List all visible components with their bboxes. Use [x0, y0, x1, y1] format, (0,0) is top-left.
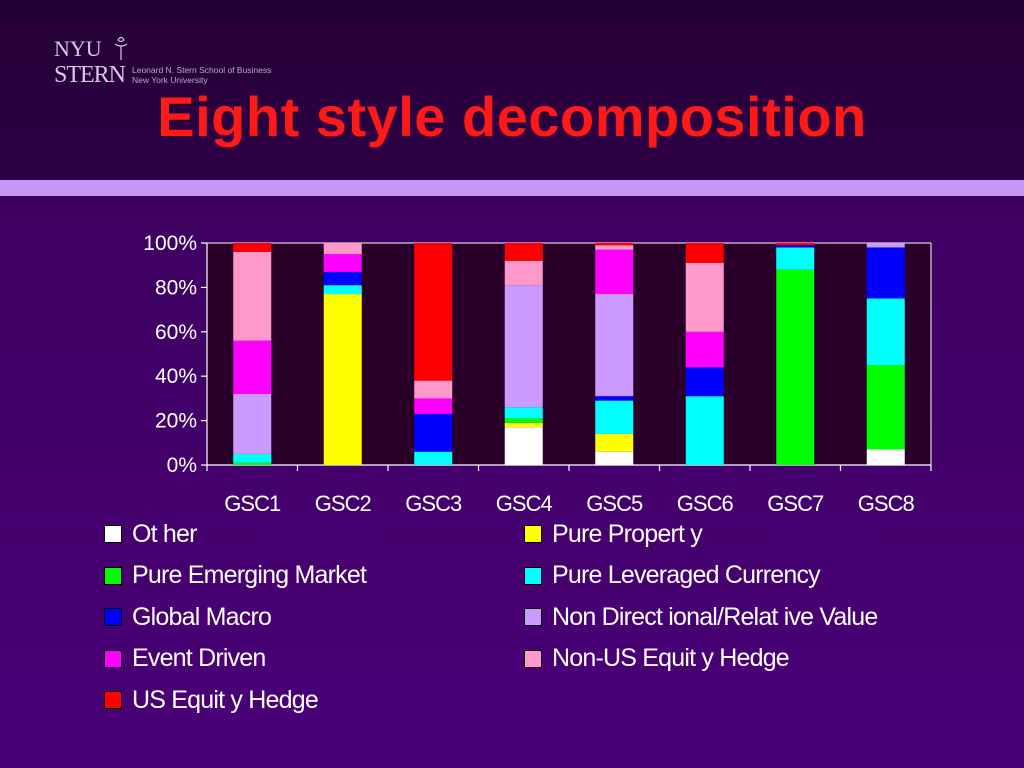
bar-segment	[233, 453, 272, 463]
bar-segment	[323, 254, 362, 272]
bar-segment	[504, 418, 543, 423]
y-tick-label: 20%	[155, 410, 197, 433]
bar-segment	[233, 393, 272, 454]
legend-swatch	[104, 691, 122, 709]
nyu-stern-logo: NYU STERN Leonard N. Stern School of Bus…	[54, 36, 271, 88]
bar-segment	[595, 243, 634, 246]
bar-segment	[866, 449, 905, 465]
legend-item: Non Direct ional/Relat ive Value	[524, 599, 878, 635]
bar-segment	[776, 243, 815, 246]
legend-label: Non Direct ional/Relat ive Value	[552, 602, 878, 631]
bar-segment	[595, 433, 634, 452]
bar-segment	[866, 243, 905, 248]
legend-item: Ot her	[104, 516, 197, 552]
legend-item: Pure Leveraged Currency	[524, 558, 821, 594]
logo-name-line1: NYU	[54, 36, 102, 61]
bar-segment	[685, 243, 724, 263]
legend-label: Pure Leveraged Currency	[552, 561, 821, 589]
bar-segment	[776, 269, 815, 465]
bar-segment	[866, 298, 905, 366]
bar-segment	[504, 260, 543, 286]
x-category-label: GSC7	[767, 491, 824, 516]
legend-swatch	[104, 608, 122, 626]
x-category-label: GSC1	[224, 491, 281, 516]
bar-segment	[685, 367, 724, 397]
bar-segment	[595, 294, 634, 397]
bar-segment	[595, 400, 634, 434]
y-tick-label: 60%	[155, 321, 197, 344]
logo-name-line2: STERN	[54, 62, 126, 88]
legend-item: US Equit y Hedge	[104, 682, 319, 718]
y-tick-label: 40%	[155, 365, 197, 388]
legend-swatch	[524, 608, 542, 626]
legend-item: Non-US Equit y Hedge	[524, 641, 790, 677]
x-category-label: GSC5	[586, 491, 643, 516]
bar-segment	[866, 365, 905, 450]
logo-subtitle-line2: New York University	[132, 75, 208, 85]
bar-segment	[233, 251, 272, 341]
bar-segment	[414, 413, 453, 452]
legend-item: Pure Emerging Market	[104, 558, 367, 594]
bar-segment	[323, 271, 362, 286]
bar-segment	[504, 427, 543, 465]
legend-swatch	[104, 649, 122, 668]
slide-title: Eight style decomposition	[157, 85, 867, 148]
bar-segment	[595, 245, 634, 250]
bar-segment	[595, 451, 634, 465]
legend-item: Global Macro	[104, 599, 272, 635]
bar-segment	[323, 243, 362, 255]
legend-swatch	[104, 525, 122, 543]
legend-label: Pure Emerging Market	[132, 561, 367, 589]
bar-segment	[323, 294, 362, 465]
bar-segment	[414, 451, 453, 465]
x-category-label: GSC2	[315, 491, 372, 516]
bar-segment	[595, 249, 634, 295]
bar-segment	[233, 462, 272, 465]
legend-label: Event Driven	[132, 644, 266, 672]
bar-segment	[414, 243, 453, 381]
bar-segment	[685, 396, 724, 465]
bar-segment	[233, 243, 272, 252]
legend-swatch	[524, 566, 542, 585]
logo-subtitle-line1: Leonard N. Stern School of Business	[132, 65, 271, 75]
legend-swatch	[524, 649, 542, 668]
legend-label: Non-US Equit y Hedge	[552, 644, 790, 672]
y-tick-label: 100%	[143, 232, 197, 255]
bar-segment	[233, 340, 272, 394]
bar-segment	[685, 262, 724, 332]
legend-swatch	[104, 566, 122, 585]
bar-segment	[776, 247, 815, 270]
y-tick-label: 0%	[167, 454, 197, 477]
bar-segment	[323, 285, 362, 295]
bar-segment	[504, 407, 543, 419]
x-category-label: GSC4	[496, 491, 553, 516]
legend-label: Global Macro	[132, 602, 272, 631]
bar-segment	[504, 422, 543, 428]
bar-segment	[595, 396, 634, 401]
legend-label: Ot her	[132, 519, 197, 548]
legend-label: Pure Propert y	[552, 519, 703, 548]
x-category-label: GSC6	[677, 491, 734, 516]
x-category-label: GSC3	[405, 491, 462, 516]
y-tick-label: 80%	[155, 276, 197, 299]
x-category-label: GSC8	[858, 491, 915, 516]
bar-segment	[866, 247, 905, 299]
legend-item: Event Driven	[104, 641, 266, 677]
legend-swatch	[524, 525, 542, 543]
legend-label: US Equit y Hedge	[132, 685, 319, 714]
plot-area	[207, 243, 931, 465]
title-divider-band	[0, 180, 1024, 196]
torch-icon	[114, 36, 128, 60]
bar-segment	[685, 331, 724, 368]
bar-segment	[504, 285, 543, 408]
bar-segment	[504, 243, 543, 261]
bar-segment	[414, 380, 453, 399]
bar-segment	[776, 245, 815, 248]
bar-segment	[414, 398, 453, 414]
legend-item: Pure Propert y	[524, 516, 703, 552]
